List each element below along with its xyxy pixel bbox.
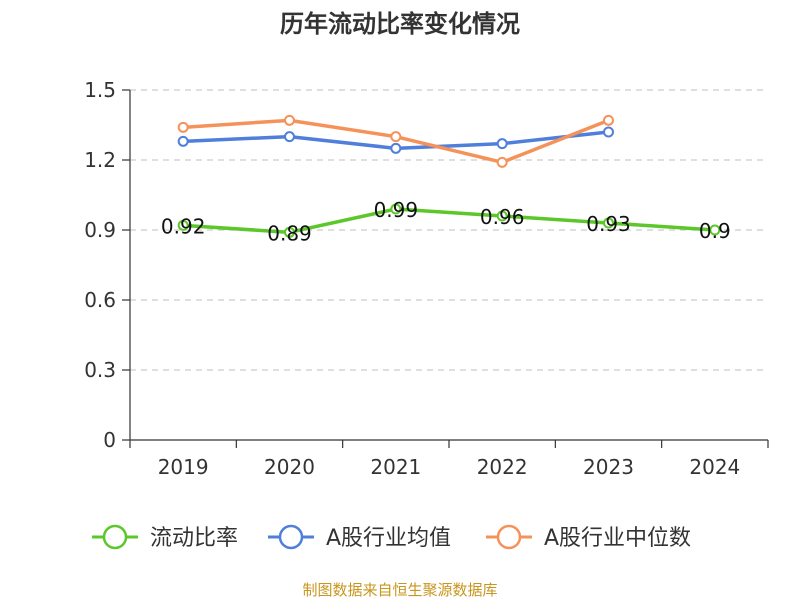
data-label: 0.9 (699, 219, 731, 243)
y-tick-label: 0.6 (84, 288, 116, 312)
legend-marker (496, 524, 522, 550)
axes: 0 0.3 0.6 0.9 1.2 1.5 2019 2020 2021 2022 2023 2024 (84, 78, 769, 479)
legend-label: A股行业均值 (326, 526, 451, 551)
grid (130, 89, 768, 371)
data-point[interactable] (496, 210, 508, 222)
legend[interactable]: 流动比率 A股行业均值 A股行业中位数 (92, 524, 691, 551)
x-tick-label: 2021 (370, 455, 421, 479)
data-point[interactable] (603, 114, 614, 126)
data-point[interactable] (284, 226, 295, 238)
series-line-0 (183, 207, 715, 235)
x-tick-label: 2020 (264, 455, 315, 479)
x-tick-label: 2024 (689, 455, 740, 479)
source-note: 制图数据来自恒生聚源数据库 (302, 581, 497, 599)
data-label: 0.92 (161, 214, 206, 238)
legend-marker (102, 524, 128, 550)
x-tick-label: 2019 (158, 455, 209, 479)
x-tick-label: 2022 (477, 455, 528, 479)
series-layer (177, 114, 721, 238)
data-point[interactable] (177, 135, 189, 147)
data-point[interactable] (177, 219, 189, 231)
data-point[interactable] (284, 114, 295, 126)
data-labels: 0.92 0.89 0.99 0.96 0.93 0.9 (161, 198, 731, 245)
legend-label: A股行业中位数 (544, 526, 691, 551)
legend-item-1[interactable]: A股行业均值 (268, 524, 451, 551)
y-tick-label: 1.2 (84, 148, 116, 172)
chart-title: 历年流动比率变化情况 (280, 10, 520, 38)
y-tick-label: 0.3 (84, 358, 116, 382)
y-tick-label: 0 (103, 428, 116, 452)
data-point[interactable] (390, 131, 402, 143)
data-point[interactable] (603, 217, 614, 229)
legend-marker (278, 524, 304, 550)
x-tick-label: 2023 (583, 455, 634, 479)
data-point[interactable] (177, 121, 189, 133)
data-point[interactable] (496, 138, 508, 150)
data-point[interactable] (603, 126, 614, 138)
data-label: 0.89 (267, 221, 312, 245)
data-label: 0.96 (480, 205, 525, 229)
data-point[interactable] (709, 224, 721, 236)
legend-item-0[interactable]: 流动比率 (92, 524, 238, 551)
data-label: 0.93 (586, 212, 631, 236)
data-point[interactable] (390, 203, 402, 215)
data-point[interactable] (390, 142, 402, 154)
y-tick-label: 0.9 (84, 218, 116, 242)
legend-label: 流动比率 (150, 526, 238, 551)
y-tick-label: 1.5 (84, 78, 116, 102)
data-point[interactable] (496, 156, 508, 168)
legend-item-2[interactable]: A股行业中位数 (486, 524, 691, 551)
data-point[interactable] (284, 131, 295, 143)
data-label: 0.99 (374, 198, 419, 222)
